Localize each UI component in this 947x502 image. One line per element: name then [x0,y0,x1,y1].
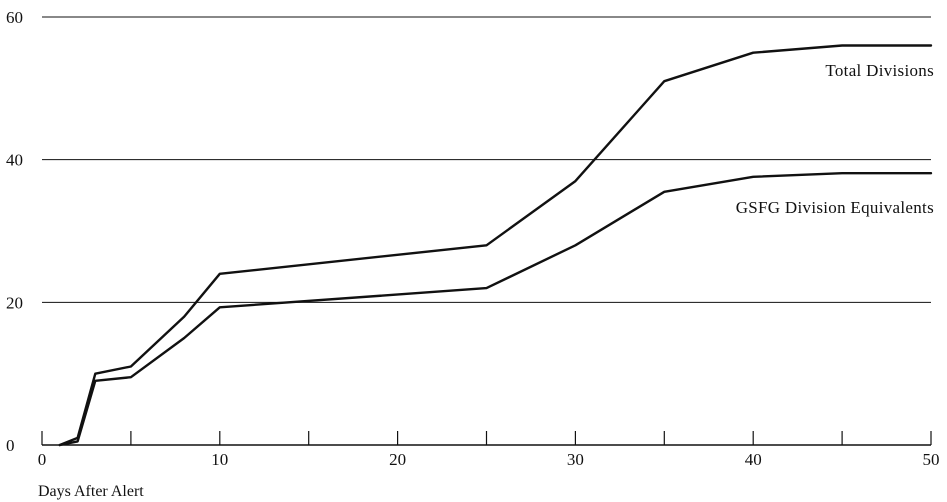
y-tick-label-0: 0 [6,436,15,455]
x-tick-label-20: 20 [389,450,406,469]
x-tick-label-10: 10 [211,450,228,469]
x-axis-ticks [41,431,932,445]
x-tick-label-0: 0 [38,450,47,469]
y-tick-label-60: 60 [6,8,23,27]
series-line-gsfg-division-equivalents [58,171,933,447]
y-tick-label-40: 40 [6,151,23,170]
grid-lines [42,16,931,303]
x-tick-label-50: 50 [923,450,940,469]
series-label-total-divisions: Total Divisions [825,61,934,80]
series-line-total-divisions [58,44,933,447]
y-tick-label-20: 20 [6,293,23,312]
x-axis-title: Days After Alert [38,483,144,500]
x-tick-label-40: 40 [745,450,762,469]
x-tick-labels: 0 10 20 30 40 50 [38,450,940,469]
y-tick-labels: 0 20 40 60 [6,8,23,455]
series-lines [58,44,933,447]
x-tick-label-30: 30 [567,450,584,469]
series-label-gsfg-division-equivalents: GSFG Division Equivalents [736,198,934,217]
